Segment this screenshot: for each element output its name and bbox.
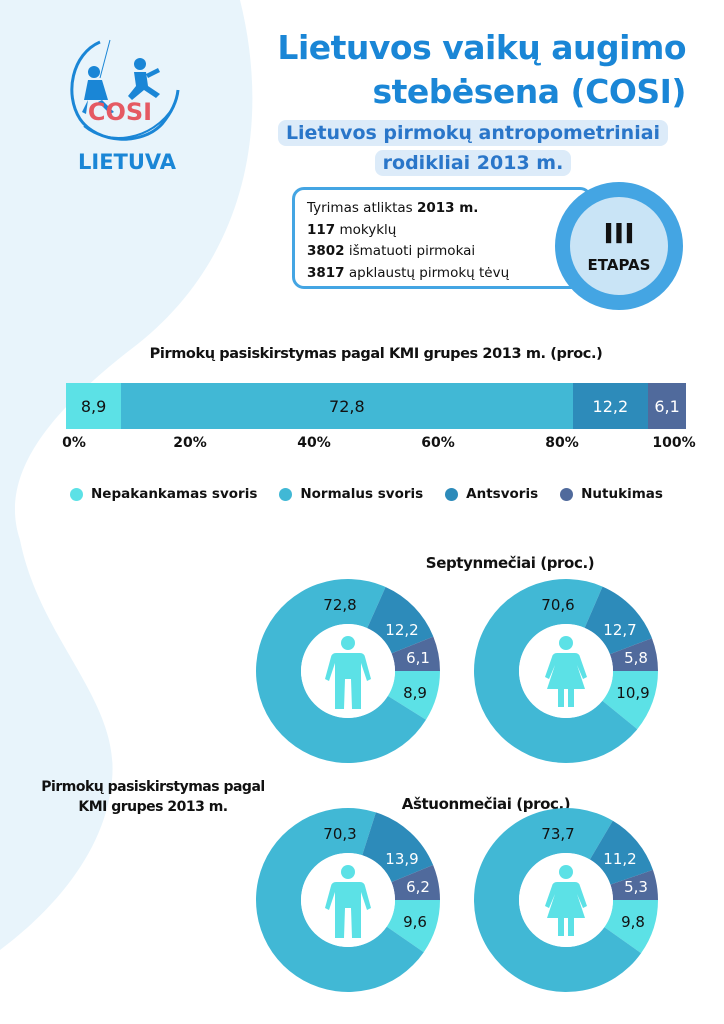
- bar-segment: 12,2: [572, 383, 649, 429]
- boy-icon: [325, 636, 371, 709]
- donut-slice: [609, 638, 658, 671]
- legend-label: Normalus svoris: [300, 486, 424, 502]
- legend-item: Normalus svoris: [279, 486, 423, 502]
- girl-icon: [545, 865, 587, 936]
- legend-item: Antsvoris: [445, 486, 538, 502]
- donut-slice: [602, 671, 658, 730]
- donut-value-label: 6,2: [406, 878, 430, 896]
- donut-slice: [255, 808, 424, 993]
- donut-slice: [367, 587, 434, 654]
- donut-slice: [256, 579, 426, 763]
- donut-slice: [589, 820, 653, 885]
- donut-value-label: 8,9: [403, 684, 427, 702]
- legend-label: Nutukimas: [581, 486, 663, 502]
- donut-slice: [362, 812, 434, 883]
- stage-badge: III ETAPAS: [555, 182, 683, 310]
- girl-icon: [545, 636, 587, 707]
- donut-slice: [584, 586, 652, 655]
- info-line: Tyrimas atliktas 2013 m.: [307, 200, 479, 216]
- legend-label: Antsvoris: [466, 486, 539, 502]
- info-line: 117 mokyklų: [307, 221, 397, 238]
- title-line-1: Lietuvos vaikų augimo: [277, 28, 686, 67]
- donut-value-label: 13,9: [385, 850, 419, 868]
- legend: Nepakankamas svoris Normalus svoris Antsvo…: [70, 486, 690, 502]
- donut-value-label: 12,7: [603, 621, 637, 639]
- bar-segment: 6,1: [648, 383, 686, 429]
- tick-label: 40%: [297, 435, 331, 451]
- donut-value-label: 70,3: [323, 825, 357, 843]
- tick-label: 100%: [652, 435, 696, 451]
- legend-item: Nutukimas: [560, 486, 663, 502]
- donut-slice: [474, 808, 642, 992]
- title-line-2: stebėsena (COSI): [372, 72, 686, 111]
- tick-label: 60%: [421, 435, 455, 451]
- donut-value-label: 12,2: [385, 621, 419, 639]
- donut-value-label: 70,6: [541, 596, 575, 614]
- donut-slice: [604, 900, 658, 954]
- bar-chart-title: Pirmokų pasiskirstymas pagal KMI grupes …: [149, 346, 603, 362]
- donut-slice: [386, 900, 440, 953]
- tick-label: 80%: [545, 435, 579, 451]
- legend-swatch: [560, 487, 574, 501]
- bar-segment: 8,9: [66, 383, 122, 429]
- donut-value-label: 10,9: [616, 684, 650, 702]
- donut-value-label: 9,8: [621, 913, 645, 931]
- donut-row-title: Septynmečiai (proc.): [425, 554, 595, 572]
- legend-swatch: [445, 487, 459, 501]
- subtitle-line-2: rodikliai 2013 m.: [374, 150, 572, 176]
- tick-label: 0%: [62, 435, 86, 451]
- bar-segment: 72,8: [121, 383, 573, 429]
- logo-wordmark: COSI: [88, 98, 152, 126]
- study-info-box: Tyrimas atliktas 2013 m. 117 mokyklų 380…: [292, 187, 592, 289]
- logo-label: LIETUVA: [78, 150, 176, 174]
- tick-label: 20%: [173, 435, 207, 451]
- donut-slice: [474, 579, 638, 764]
- side-caption: Pirmokų pasiskirstymas pagal KMI grupes …: [41, 779, 265, 815]
- donut-value-label: 5,8: [624, 649, 648, 667]
- donut-slice: [391, 865, 441, 900]
- donut-slice: [391, 636, 441, 671]
- legend-swatch: [70, 487, 83, 501]
- info-line: 3802 išmatuoti pirmokai: [307, 243, 476, 259]
- donut-slice: [387, 671, 440, 720]
- page-subtitle: Lietuvos pirmokų antropometriniai rodikl…: [260, 118, 686, 178]
- donut-value-label: 6,1: [406, 649, 430, 667]
- stage-label: ETAPAS: [587, 256, 651, 274]
- donut-row-title: Aštuonmečiai (proc.): [401, 795, 571, 813]
- donut-value-label: 5,3: [624, 878, 648, 896]
- donut-value-label: 73,7: [541, 825, 575, 843]
- donut-value-label: 72,8: [323, 596, 357, 614]
- cosi-logo: COSI: [70, 39, 180, 141]
- legend-swatch: [279, 487, 293, 501]
- legend-label: Nepakankamas svoris: [91, 486, 258, 502]
- info-line: 3817 apklaustų pirmokų tėvų: [307, 264, 510, 281]
- page-title: Lietuvos vaikų augimo stebėsena (COSI): [277, 26, 686, 114]
- subtitle-line-1: Lietuvos pirmokų antropometriniai: [277, 120, 669, 146]
- boy-icon: [325, 865, 371, 938]
- donut-slice: [610, 869, 658, 900]
- stage-number: III: [603, 217, 635, 250]
- donut-value-label: 9,6: [403, 913, 427, 931]
- legend-item: Nepakankamas svoris: [70, 486, 257, 502]
- donut-value-label: 11,2: [603, 850, 637, 868]
